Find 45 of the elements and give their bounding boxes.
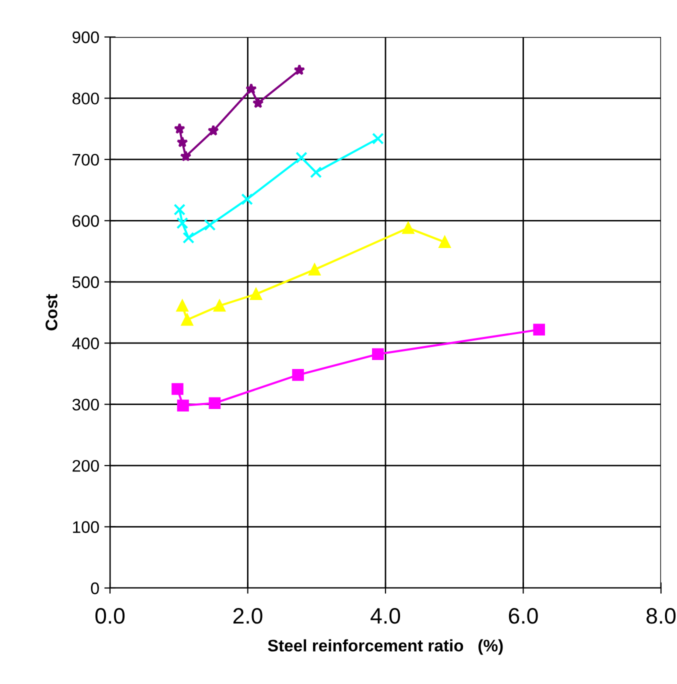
x-tick-label: 8.0 xyxy=(646,608,676,624)
point xyxy=(172,383,184,395)
point xyxy=(180,150,192,162)
point xyxy=(182,232,194,244)
point xyxy=(296,152,308,164)
y-tick-label: 400 xyxy=(72,338,99,350)
point xyxy=(308,264,320,276)
y-tick-label: 900 xyxy=(72,31,99,44)
y-tick-label: 800 xyxy=(72,92,99,104)
y-tick-label: 700 xyxy=(72,154,99,166)
point xyxy=(402,222,414,234)
point xyxy=(177,400,189,412)
x-axis-title: Steel reinforcement ratio (%) xyxy=(268,639,503,655)
point xyxy=(372,132,384,145)
point xyxy=(246,83,257,94)
point xyxy=(208,397,221,410)
point xyxy=(174,204,186,216)
point xyxy=(310,166,322,178)
point xyxy=(252,97,264,108)
point xyxy=(250,288,262,300)
y-tick-label: 300 xyxy=(72,398,99,411)
point xyxy=(181,314,194,326)
x-tick-label: 0.0 xyxy=(95,608,125,624)
point xyxy=(294,64,306,76)
point xyxy=(214,300,226,312)
x-tick-label: 6.0 xyxy=(508,608,538,624)
point xyxy=(176,217,188,230)
point xyxy=(208,124,219,136)
y-axis-title: Cost xyxy=(46,294,58,330)
point xyxy=(241,193,253,206)
y-tick-label: 200 xyxy=(72,460,99,472)
point xyxy=(176,136,188,148)
point xyxy=(372,348,384,360)
y-tick-label: 600 xyxy=(72,215,99,227)
point xyxy=(292,369,304,381)
x-tick-label: 4.0 xyxy=(370,608,400,624)
point xyxy=(533,324,545,336)
y-tick-label: 100 xyxy=(73,521,99,533)
x-tick-label: 2.0 xyxy=(233,608,262,624)
point xyxy=(204,219,216,231)
y-tick-label: 500 xyxy=(72,276,99,288)
point xyxy=(174,122,186,134)
y-tick-label: 0 xyxy=(90,582,99,594)
point xyxy=(438,236,451,248)
point xyxy=(176,300,188,312)
